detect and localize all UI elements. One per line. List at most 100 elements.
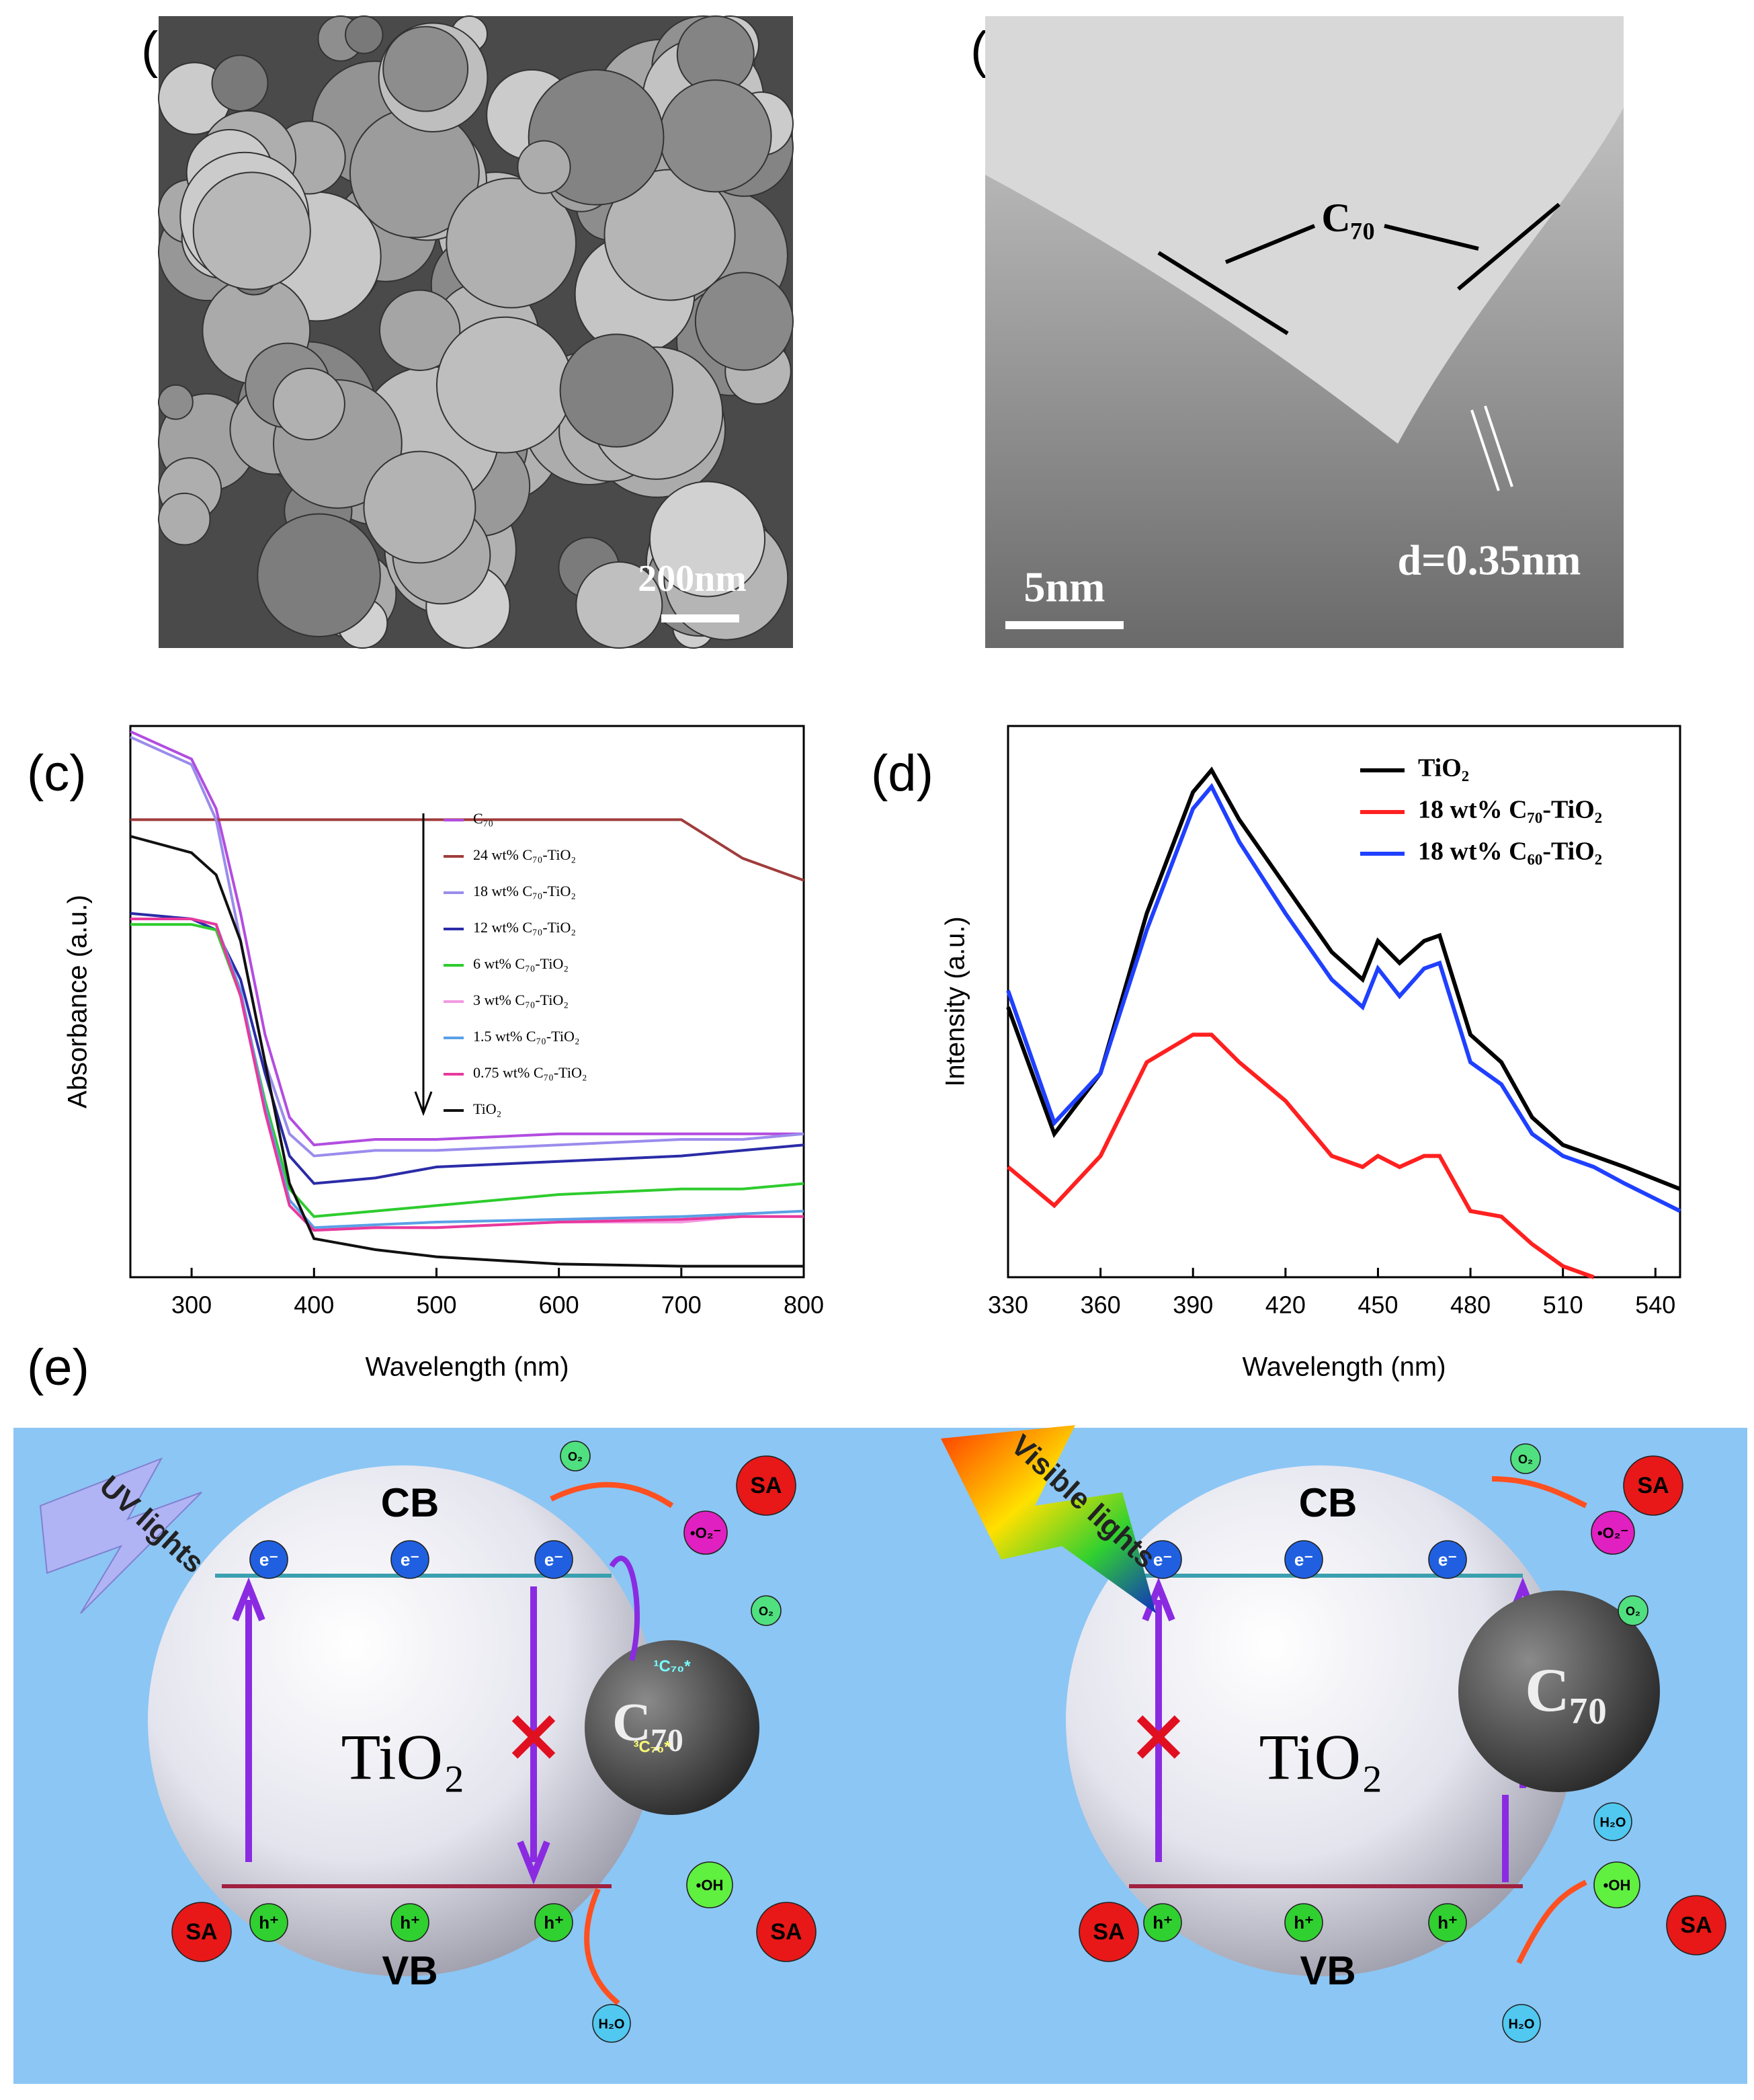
electron-label: e⁻ [401,1549,419,1570]
tio2-sphere [1066,1465,1577,1976]
x-tick-label: 300 [171,1291,212,1319]
excitation-arrow [232,1577,265,1862]
hole-species [1428,1903,1467,1942]
particle [363,450,476,564]
sa-species [736,1455,796,1516]
data-line [1006,766,1681,1191]
y-axis-label: Intensity (a.u.) [941,916,970,1086]
hole-species [249,1903,288,1942]
cb-label: CB [381,1480,440,1525]
particle [158,492,211,546]
legend-label: 0.75 wt% C₇₀-TiO₂ [473,1064,587,1081]
superoxide-label: •O₂⁻ [1597,1525,1628,1541]
fullerene-label: C₇₀ [1525,1656,1607,1724]
oxygen-species [560,1441,591,1471]
electron-label: e⁻ [1438,1549,1457,1570]
oxygen-species [1618,1595,1648,1626]
data-line [130,835,804,1268]
particle [379,289,461,371]
electron-transfer [609,1556,640,1662]
x-tick-label: 600 [539,1291,579,1319]
panel-label: (d) [871,745,933,802]
scale-bar [661,614,739,622]
panel-label: (c) [27,745,87,802]
particle [435,316,573,454]
sa-label: SA [185,1919,217,1945]
core-label: TiO₂ [1259,1721,1384,1793]
particle [517,140,571,194]
particle [257,513,381,637]
electron-species [1284,1540,1323,1579]
core-label: TiO₂ [341,1721,466,1793]
c70-ball [1458,1590,1660,1792]
water-species [592,2004,631,2043]
water-label: H₂O [599,2017,625,2031]
sa-label: SA [770,1919,802,1945]
superoxide-label: •O₂⁻ [690,1525,721,1541]
data-line [1007,1033,1595,1279]
reaction-arrow [550,1482,674,1508]
sa-species [1623,1455,1683,1516]
x-tick-label: 800 [784,1291,824,1319]
hole-label: h⁺ [544,1912,564,1933]
electron-label: e⁻ [1153,1549,1172,1570]
legend-label: 6 wt% C₇₀-TiO₂ [473,955,569,972]
legend-label: 18 wt% C₆₀-TiO₂ [1418,838,1602,866]
superoxide-species [683,1510,728,1555]
blocked-mark [1136,1715,1181,1759]
legend-label: 1.5 wt% C₇₀-TiO₂ [473,1028,580,1045]
x-tick-label: 450 [1358,1291,1398,1319]
lattice-line [1457,202,1560,291]
reaction-arrow [1516,1880,1587,1964]
oxygen-species [751,1595,782,1626]
reaction-arrow [584,1888,620,2006]
data-line [130,735,804,1158]
x-axis-label: Wavelength (nm) [365,1352,569,1382]
sa-species [756,1902,817,1962]
panel-label: (e) [27,1339,89,1396]
particle [211,54,269,112]
water-species [1593,1802,1632,1841]
legend-label: 18 wt% C₇₀-TiO₂ [473,883,576,899]
visible-bolt [941,1425,1156,1613]
sa-label: SA [1637,1473,1669,1498]
particle [345,15,384,54]
hole-species [390,1903,429,1942]
cb-label: CB [1299,1480,1358,1525]
data-line [130,912,804,1185]
particle [694,272,794,371]
hole-species [1143,1903,1182,1942]
electron-species [1143,1540,1182,1579]
legend-label: TiO₂ [1418,754,1469,782]
hydroxyl-label: •OH [696,1877,724,1894]
chart: 300 400 500 600 700 800 Wavelength (nm) Absorba… [63,725,824,1382]
c70-ball [585,1640,759,1815]
recombination-arrow [517,1586,550,1885]
hydroxyl-species [686,1861,733,1908]
particle [382,26,469,112]
electron-label: e⁻ [544,1549,563,1570]
particle [192,171,311,290]
x-tick-label: 420 [1265,1291,1306,1319]
scale-bar [1005,621,1124,629]
legend-label: 3 wt% C₇₀-TiO₂ [473,992,569,1008]
legend-label: 12 wt% C₇₀-TiO₂ [473,919,576,936]
oxygen-label: O₂ [759,1605,774,1618]
reaction-arrow [1491,1476,1587,1508]
fringe [1484,405,1513,487]
triplet-label: ³C₇₀* [633,1738,671,1756]
oxygen-label: O₂ [1626,1605,1640,1618]
electron-label: e⁻ [1294,1549,1313,1570]
scale-bar-label: 5nm [1024,563,1105,611]
vb-label: VB [1300,1948,1355,1993]
uv-bolt [39,1457,202,1614]
scale-bar-label: 200nm [638,558,747,600]
vb-label: VB [382,1948,437,1993]
particle [659,79,772,193]
image-label: C₇₀ [1321,196,1374,240]
mechanism-diagram: CB VB TiO₂ e⁻ h⁺ e⁻ h⁺ e⁻ h⁺ CB VB TiO₂ e⁻ h⁺ e⁻ h⁺ e⁻ h⁺… [13,1425,1747,2084]
oxygen-label: O₂ [1518,1453,1533,1466]
plot-frame [1007,725,1681,1279]
